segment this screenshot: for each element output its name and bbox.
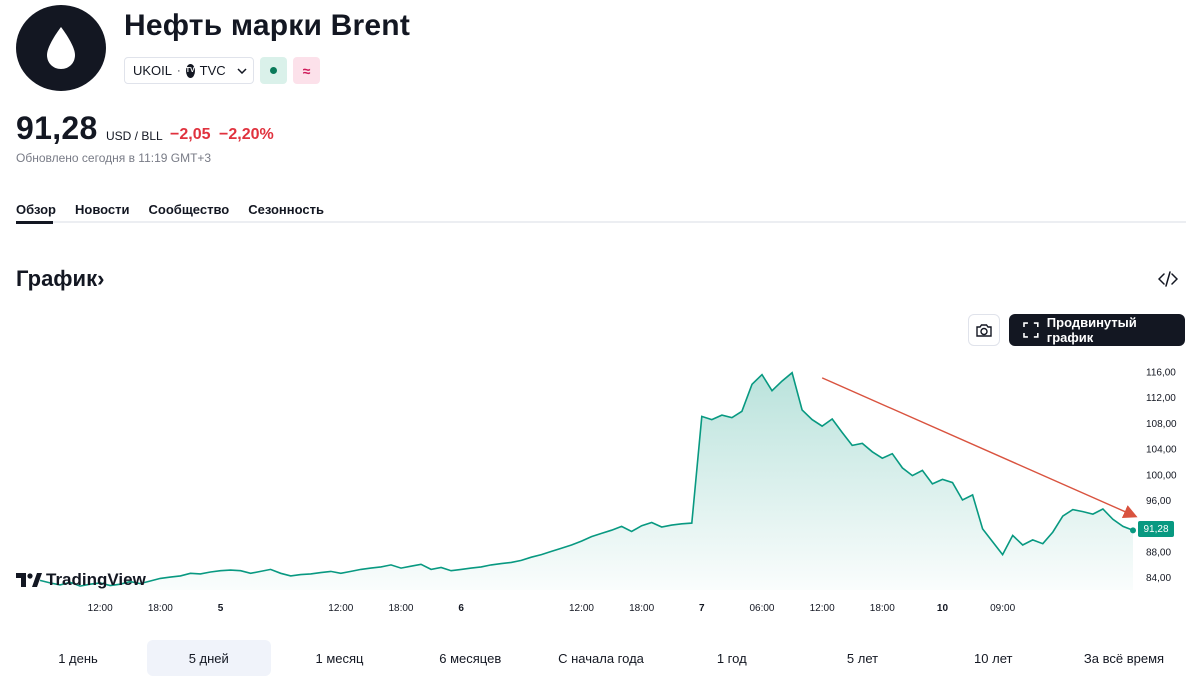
range-5d[interactable]: 5 дней bbox=[146, 640, 271, 676]
camera-icon bbox=[976, 323, 992, 337]
advanced-chart-label: Продвинутый график bbox=[1046, 315, 1137, 345]
range-1d[interactable]: 1 день bbox=[58, 650, 98, 666]
snapshot-button[interactable] bbox=[968, 314, 1000, 346]
tab-seasonality[interactable]: Сезонность bbox=[248, 202, 324, 217]
tab-news[interactable]: Новости bbox=[75, 202, 130, 217]
x-tick-label: 09:00 bbox=[990, 603, 1015, 614]
x-tick-label: 5 bbox=[218, 603, 224, 614]
y-tick-label: 84,00 bbox=[1146, 573, 1171, 584]
chart-section-title[interactable]: График› bbox=[16, 266, 104, 292]
range-all[interactable]: За всё время bbox=[1083, 650, 1165, 666]
separator-dot: · bbox=[177, 64, 181, 77]
watermark-text: TradingView bbox=[46, 570, 146, 589]
x-tick-label: 7 bbox=[699, 603, 705, 614]
exchange-logo-icon: TV bbox=[185, 63, 195, 78]
update-timestamp: Обновлено сегодня в 11:19 GMT+3 bbox=[16, 151, 212, 165]
last-price-label: 91,28 bbox=[1138, 521, 1174, 537]
x-tick-label: 6 bbox=[458, 603, 464, 614]
chevron-right-icon: › bbox=[97, 266, 105, 291]
range-ytd[interactable]: С начала года bbox=[558, 650, 644, 666]
status-dot-icon bbox=[270, 67, 277, 74]
range-10y[interactable]: 10 лет bbox=[974, 650, 1013, 666]
y-tick-label: 88,00 bbox=[1146, 547, 1171, 558]
exchange-name: TVC bbox=[199, 63, 226, 78]
y-tick-label: 108,00 bbox=[1146, 419, 1177, 430]
section-tabs: Обзор Новости Сообщество Сезонность bbox=[16, 202, 343, 225]
price-chart[interactable]: 116,00112,00108,00104,00100,0096,0092,00… bbox=[0, 355, 1200, 625]
x-tick-label: 18:00 bbox=[629, 603, 654, 614]
range-5y[interactable]: 5 лет bbox=[846, 650, 879, 666]
fullscreen-icon bbox=[1023, 322, 1039, 338]
x-tick-label: 18:00 bbox=[870, 603, 895, 614]
tradingview-logo-icon bbox=[16, 573, 42, 587]
x-tick-label: 12:00 bbox=[810, 603, 835, 614]
y-tick-label: 96,00 bbox=[1146, 496, 1171, 507]
chart-title-text: График bbox=[16, 266, 98, 291]
tab-overview[interactable]: Обзор bbox=[16, 202, 56, 217]
x-tick-label: 18:00 bbox=[148, 603, 173, 614]
page-title: Нефть марки Brent bbox=[124, 9, 411, 42]
embed-code-icon[interactable] bbox=[1157, 270, 1179, 288]
advanced-chart-button[interactable]: Продвинутый график bbox=[1009, 314, 1185, 346]
ticker-symbol: UKOIL bbox=[133, 63, 173, 78]
x-tick-label: 12:00 bbox=[569, 603, 594, 614]
price-change-percent: −2,20% bbox=[219, 126, 274, 143]
range-1y[interactable]: 1 год bbox=[716, 650, 747, 666]
chevron-down-icon bbox=[237, 67, 247, 74]
range-1m[interactable]: 1 месяц bbox=[315, 650, 364, 666]
range-selector: 1 день 5 дней 1 месяц 6 месяцев С начала… bbox=[16, 640, 1186, 676]
range-6m[interactable]: 6 месяцев bbox=[439, 650, 502, 666]
price-area-fill bbox=[40, 372, 1133, 590]
last-price: 91,28 bbox=[16, 110, 98, 146]
x-tick-label: 12:00 bbox=[88, 603, 113, 614]
y-tick-label: 104,00 bbox=[1146, 445, 1177, 456]
tab-community[interactable]: Сообщество bbox=[148, 202, 230, 217]
x-tick-label: 06:00 bbox=[749, 603, 774, 614]
symbol-logo bbox=[16, 5, 106, 91]
x-tick-label: 18:00 bbox=[388, 603, 413, 614]
trend-arrow bbox=[821, 377, 1138, 518]
y-tick-label: 112,00 bbox=[1146, 393, 1176, 404]
y-tick-label: 100,00 bbox=[1146, 470, 1177, 481]
active-tab-indicator bbox=[16, 221, 53, 224]
market-status-badge[interactable] bbox=[260, 57, 287, 84]
x-tick-label: 12:00 bbox=[328, 603, 353, 614]
oil-drop-icon bbox=[47, 27, 75, 69]
tabs-divider bbox=[16, 221, 1186, 223]
ticker-selector[interactable]: UKOIL · TV TVC bbox=[124, 57, 254, 84]
price-currency: USD / BLL bbox=[106, 129, 163, 143]
y-tick-label: 116,00 bbox=[1146, 367, 1176, 378]
delayed-data-badge[interactable]: ≈ bbox=[293, 57, 320, 84]
price-series-line bbox=[39, 371, 1134, 587]
price-change: −2,05 bbox=[170, 126, 211, 143]
tradingview-watermark: TradingView bbox=[16, 570, 146, 590]
last-price-point bbox=[1130, 527, 1136, 534]
x-tick-label: 10 bbox=[937, 603, 949, 614]
